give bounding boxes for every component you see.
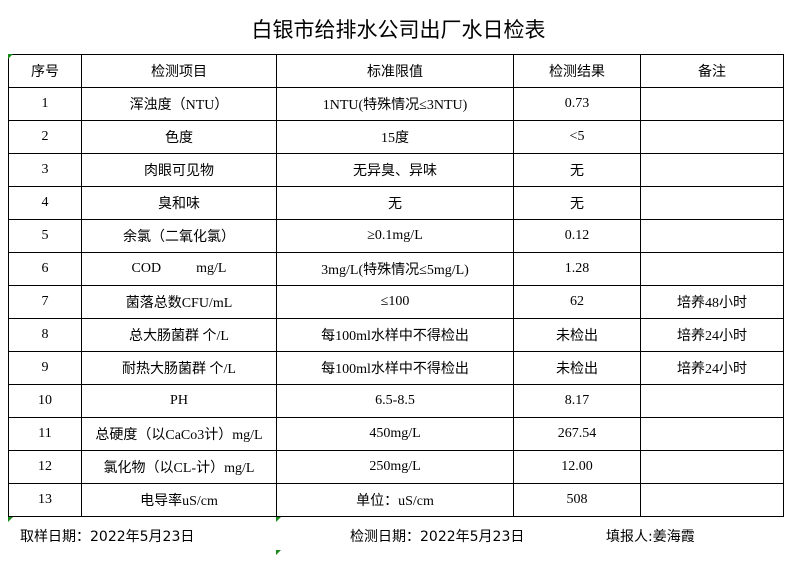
standard-limit-cell: 无异臭、异味: [276, 153, 514, 187]
remark-cell: 培养48小时: [640, 285, 784, 319]
row-number-cell: 6: [8, 252, 82, 286]
remark-cell: [640, 186, 784, 220]
remark-cell: 培养24小时: [640, 351, 784, 385]
row-number-cell: 7: [8, 285, 82, 319]
test-item-cell: 电导率uS/cm: [81, 483, 277, 517]
row-number-cell: 9: [8, 351, 82, 385]
standard-limit-cell: ≤100: [276, 285, 514, 319]
table-row: 8 总大肠菌群 个/L 每100ml水样中不得检出 未检出 培养24小时: [8, 318, 784, 352]
test-result-cell: 1.28: [513, 252, 641, 286]
test-item-cell: 臭和味: [81, 186, 277, 220]
test-item-cell: 氯化物（以CL-计）mg/L: [81, 450, 277, 484]
standard-limit-cell: 3mg/L(特殊情况≤5mg/L): [276, 252, 514, 286]
test-item-cell: PH: [81, 384, 277, 418]
test-result-cell: 12.00: [513, 450, 641, 484]
table-row: 9 耐热大肠菌群 个/L 每100ml水样中不得检出 未检出 培养24小时: [8, 351, 784, 385]
cell-marker-icon: [276, 517, 281, 522]
row-number-cell: 1: [8, 87, 82, 121]
remark-cell: [640, 87, 784, 121]
test-item-cell: 色度: [81, 120, 277, 154]
standard-limit-cell: 15度: [276, 120, 514, 154]
standard-limit-cell: 450mg/L: [276, 417, 514, 451]
header-cell: 标准限值: [276, 54, 514, 88]
row-number-cell: 4: [8, 186, 82, 220]
remark-cell: [640, 483, 784, 517]
table-row: 1 浑浊度（NTU） 1NTU(特殊情况≤3NTU) 0.73: [8, 87, 784, 121]
test-item-cell: 肉眼可见物: [81, 153, 277, 187]
row-number-cell: 13: [8, 483, 82, 517]
page-title: 白银市给排水公司出厂水日检表: [251, 18, 546, 42]
row-number-cell: 8: [8, 318, 82, 352]
table-row: 10 PH 6.5-8.5 8.17: [8, 384, 784, 418]
standard-limit-cell: ≥0.1mg/L: [276, 219, 514, 253]
header-cell: 序号: [8, 54, 82, 88]
test-result-cell: 无: [513, 153, 641, 187]
remark-cell: [640, 120, 784, 154]
remark-cell: 培养24小时: [640, 318, 784, 352]
inspection-table: 序号 检测项目 标准限值 检测结果 备注 1 浑浊度（NTU） 1NTU(特殊情况≤…: [8, 54, 784, 517]
standard-limit-cell: 250mg/L: [276, 450, 514, 484]
table-row: 13 电导率uS/cm 单位：uS/cm 508: [8, 483, 784, 517]
reporter: 填报人:姜海霞: [606, 529, 695, 545]
test-result-cell: 8.17: [513, 384, 641, 418]
test-result-cell: 0.73: [513, 87, 641, 121]
test-result-cell: 无: [513, 186, 641, 220]
cell-marker-icon: [8, 54, 13, 59]
test-item-cell: 耐热大肠菌群 个/L: [81, 351, 277, 385]
row-number-cell: 2: [8, 120, 82, 154]
remark-cell: [640, 252, 784, 286]
standard-limit-cell: 每100ml水样中不得检出: [276, 351, 514, 385]
test-result-cell: 62: [513, 285, 641, 319]
cell-marker-icon: [8, 517, 13, 522]
table-row: 7 菌落总数CFU/mL ≤100 62 培养48小时: [8, 285, 784, 319]
row-number-cell: 11: [8, 417, 82, 451]
test-date: 检测日期：2022年5月23日: [350, 529, 525, 545]
header-cell: 检测项目: [81, 54, 277, 88]
remark-cell: [640, 384, 784, 418]
test-item-cell: 浑浊度（NTU）: [81, 87, 277, 121]
test-result-cell: 未检出: [513, 351, 641, 385]
test-item-cell: 余氯（二氧化氯）: [81, 219, 277, 253]
standard-limit-cell: 6.5-8.5: [276, 384, 514, 418]
test-result-cell: 0.12: [513, 219, 641, 253]
row-number-cell: 5: [8, 219, 82, 253]
test-result-cell: 267.54: [513, 417, 641, 451]
test-item-cell: COD mg/L: [81, 252, 277, 286]
table-row: 5 余氯（二氧化氯） ≥0.1mg/L 0.12: [8, 219, 784, 253]
test-result-cell: 未检出: [513, 318, 641, 352]
test-result-cell: 508: [513, 483, 641, 517]
remark-cell: [640, 153, 784, 187]
header-cell: 备注: [640, 54, 784, 88]
remark-cell: [640, 219, 784, 253]
standard-limit-cell: 单位：uS/cm: [276, 483, 514, 517]
remark-cell: [640, 417, 784, 451]
standard-limit-cell: 1NTU(特殊情况≤3NTU): [276, 87, 514, 121]
standard-limit-cell: 无: [276, 186, 514, 220]
row-number-cell: 3: [8, 153, 82, 187]
cell-marker-icon: [276, 550, 281, 555]
header-cell: 检测结果: [513, 54, 641, 88]
sample-date: 取样日期：2022年5月23日: [20, 529, 195, 545]
row-number-cell: 10: [8, 384, 82, 418]
test-item-cell: 总大肠菌群 个/L: [81, 318, 277, 352]
table-row: 4 臭和味无无: [8, 186, 784, 220]
table-row: 3 肉眼可见物 无异臭、异味无: [8, 153, 784, 187]
remark-cell: [640, 450, 784, 484]
table-row: 12 氯化物（以CL-计）mg/L 250mg/L 12.00: [8, 450, 784, 484]
test-result-cell: <5: [513, 120, 641, 154]
test-item-cell: 菌落总数CFU/mL: [81, 285, 277, 319]
table-row: 6 COD mg/L 3mg/L(特殊情况≤5mg/L) 1.28: [8, 252, 784, 286]
table-row: 2 色度 15度 <5: [8, 120, 784, 154]
table-row: 11 总硬度（以CaCo3计）mg/L 450mg/L 267.54: [8, 417, 784, 451]
test-item-cell: 总硬度（以CaCo3计）mg/L: [81, 417, 277, 451]
table-header-row: 序号 检测项目 标准限值 检测结果 备注: [8, 54, 784, 88]
row-number-cell: 12: [8, 450, 82, 484]
standard-limit-cell: 每100ml水样中不得检出: [276, 318, 514, 352]
